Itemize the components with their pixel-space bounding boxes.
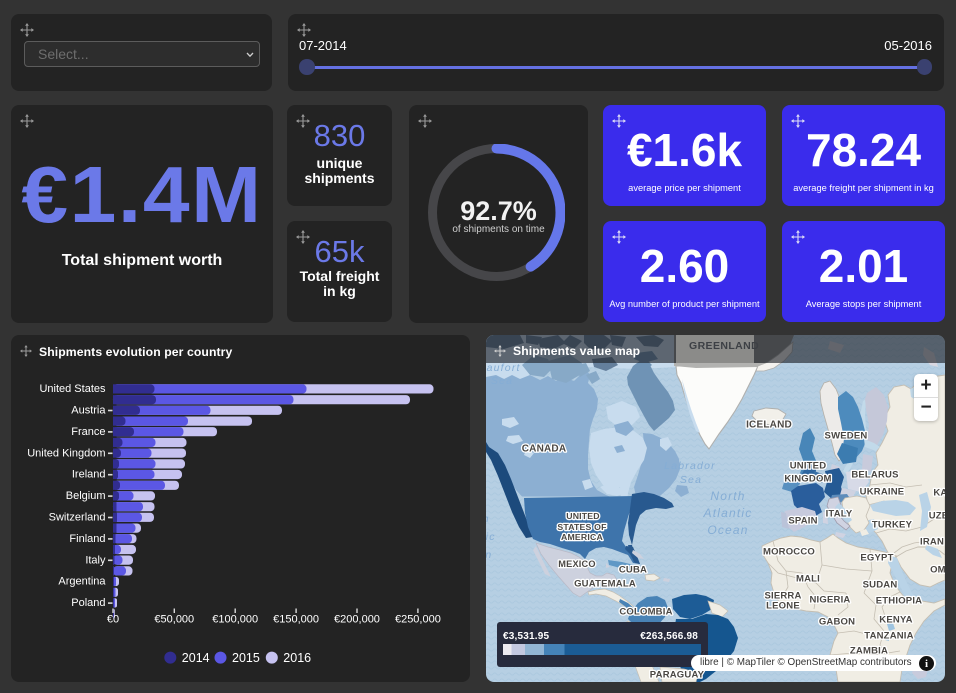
svg-text:EGYPT: EGYPT: [860, 553, 893, 564]
svg-text:KAZAKHSTAN: KAZAKHSTAN: [933, 488, 945, 499]
svg-text:€0: €0: [107, 614, 119, 626]
svg-text:AMERICA: AMERICA: [561, 532, 603, 542]
svg-text:2016: 2016: [283, 651, 311, 665]
svg-text:IRAN: IRAN: [920, 537, 944, 548]
svg-text:2015: 2015: [232, 651, 260, 665]
svg-text:MALI: MALI: [796, 574, 820, 585]
svg-text:CANADA: CANADA: [522, 444, 567, 455]
svg-text:ICELAND: ICELAND: [746, 420, 792, 431]
svg-text:NIGERIA: NIGERIA: [810, 595, 851, 606]
svg-text:€150,000: €150,000: [273, 614, 319, 626]
svg-text:North: North: [486, 513, 490, 525]
svg-text:BELARUS: BELARUS: [851, 470, 898, 481]
svg-text:2014: 2014: [182, 651, 210, 665]
svg-text:North: North: [710, 489, 745, 503]
svg-text:€250,000: €250,000: [395, 614, 441, 626]
svg-text:COLOMBIA: COLOMBIA: [619, 607, 672, 618]
svg-text:Ocean: Ocean: [707, 523, 748, 537]
svg-text:UNITED: UNITED: [790, 461, 827, 472]
svg-text:LEONE: LEONE: [766, 601, 800, 612]
svg-text:TANZANIA: TANZANIA: [864, 631, 913, 642]
svg-text:SPAIN: SPAIN: [788, 516, 817, 527]
svg-text:€50,000: €50,000: [154, 614, 194, 626]
svg-text:OMAN: OMAN: [930, 565, 945, 576]
svg-text:ITALY: ITALY: [826, 509, 853, 520]
svg-text:United States: United States: [39, 383, 106, 395]
svg-text:SIERRA: SIERRA: [764, 591, 801, 602]
svg-text:TURKEY: TURKEY: [872, 520, 913, 531]
svg-text:€200,000: €200,000: [334, 614, 380, 626]
svg-text:Belgium: Belgium: [66, 490, 106, 502]
svg-text:Beaufort: Beaufort: [486, 362, 521, 374]
svg-text:GUATEMALA: GUATEMALA: [574, 579, 636, 590]
svg-text:SUDAN: SUDAN: [863, 580, 898, 591]
svg-text:France: France: [71, 426, 105, 438]
svg-text:Sea: Sea: [491, 375, 513, 387]
svg-text:ETHIOPIA: ETHIOPIA: [876, 596, 922, 607]
svg-text:Poland: Poland: [71, 597, 105, 609]
svg-text:Finland: Finland: [69, 533, 105, 545]
svg-text:Austria: Austria: [71, 405, 106, 417]
svg-text:€100,000: €100,000: [212, 614, 258, 626]
svg-text:UNITED: UNITED: [566, 511, 600, 521]
svg-text:KENYA: KENYA: [879, 615, 912, 626]
svg-text:UZBEKISTAN: UZBEKISTAN: [929, 511, 945, 522]
svg-text:UKRAINE: UKRAINE: [860, 487, 905, 498]
svg-text:GABON: GABON: [819, 617, 855, 628]
svg-text:Pacific: Pacific: [486, 531, 496, 543]
svg-text:United Kingdom: United Kingdom: [27, 447, 105, 459]
svg-text:MEXICO: MEXICO: [558, 559, 595, 569]
svg-text:KINGDOM: KINGDOM: [784, 474, 831, 485]
svg-text:STATES OF: STATES OF: [557, 522, 606, 532]
svg-text:Switzerland: Switzerland: [49, 512, 106, 524]
svg-text:CUBA: CUBA: [619, 565, 647, 576]
svg-text:Atlantic: Atlantic: [703, 506, 753, 520]
svg-text:MOROCCO: MOROCCO: [763, 547, 815, 558]
svg-text:Argentina: Argentina: [58, 576, 106, 588]
svg-text:ZAMBIA: ZAMBIA: [850, 646, 888, 657]
svg-text:Ocean: Ocean: [486, 549, 492, 561]
svg-text:Ireland: Ireland: [72, 469, 106, 481]
svg-text:Labrador: Labrador: [664, 460, 716, 472]
svg-text:Italy: Italy: [85, 554, 106, 566]
svg-text:PARAGUAY: PARAGUAY: [650, 670, 705, 681]
svg-text:Sea: Sea: [680, 474, 702, 486]
svg-text:SWEDEN: SWEDEN: [825, 431, 868, 442]
